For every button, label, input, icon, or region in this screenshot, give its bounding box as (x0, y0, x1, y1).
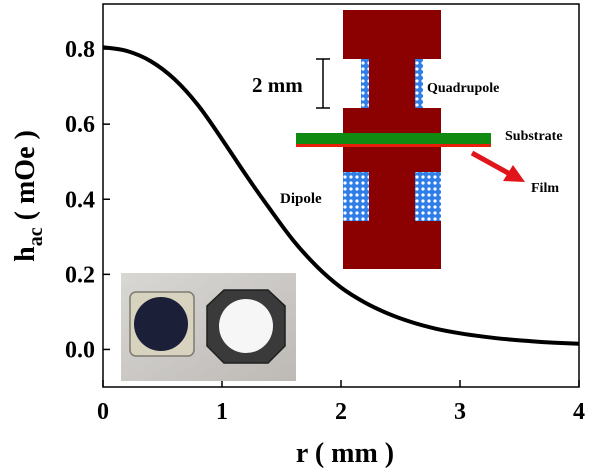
inset-photo (121, 273, 296, 381)
gap-label: 2 mm (252, 73, 303, 97)
x-tick-label: 2 (335, 399, 347, 425)
y-axis-title: hac ( mOe ) (10, 130, 47, 262)
y-tick-label: 0.2 (65, 262, 95, 288)
series-line (102, 45, 580, 346)
dipole-label: Dipole (280, 191, 322, 207)
film-arrow-head (503, 165, 525, 182)
x-tick-label: 4 (573, 399, 585, 425)
x-axis: 0 1 2 3 4 (97, 380, 585, 425)
substrate (296, 133, 491, 144)
film (296, 144, 491, 147)
x-tick-label: 3 (454, 399, 466, 425)
dipole-coil-right (415, 172, 441, 221)
film-label: Film (531, 181, 559, 196)
substrate-label: Substrate (505, 129, 563, 144)
dipole-coil-left (343, 172, 369, 221)
film-disc-photo (134, 297, 188, 351)
y-tick-label: 0.8 (65, 37, 95, 63)
x-axis-title: r ( mm ) (296, 438, 394, 469)
lower-pole (343, 147, 441, 172)
quadrupole-coil-left (361, 59, 369, 108)
y-tick-label: 0.6 (65, 112, 95, 138)
y-axis: 0.0 0.2 0.4 0.6 0.8 (65, 37, 110, 363)
quadrupole-label: Quadrupole (427, 81, 499, 96)
y-tick-label: 0.4 (65, 187, 95, 213)
film-arrow (470, 150, 512, 177)
x-tick-label: 1 (216, 399, 228, 425)
x-tick-label: 0 (97, 399, 109, 425)
bottom-pole (343, 221, 441, 269)
top-pole (343, 10, 441, 59)
magnet-schematic: 2 mm Quadrupole Substrate Dipole Film (252, 10, 563, 269)
y-tick-label: 0.0 (65, 337, 95, 363)
middle-pole (343, 108, 441, 133)
quadrupole-coil-right (415, 59, 423, 108)
